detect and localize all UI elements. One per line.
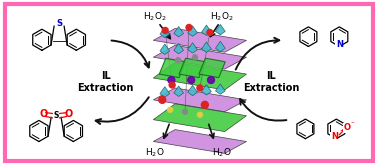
Polygon shape [153, 104, 246, 132]
Polygon shape [215, 41, 225, 52]
Circle shape [159, 96, 166, 103]
Polygon shape [153, 130, 246, 153]
Polygon shape [153, 28, 246, 52]
Polygon shape [153, 62, 246, 90]
Polygon shape [188, 85, 197, 96]
Polygon shape [201, 25, 211, 35]
Circle shape [176, 58, 181, 63]
Polygon shape [215, 24, 225, 35]
Polygon shape [174, 86, 184, 96]
Polygon shape [160, 87, 170, 97]
Polygon shape [160, 44, 170, 54]
Polygon shape [215, 84, 225, 94]
Circle shape [208, 77, 214, 83]
Text: S: S [53, 111, 59, 120]
Text: N: N [331, 132, 338, 141]
Text: N: N [336, 40, 343, 49]
Text: $\mathregular{H_2O}$: $\mathregular{H_2O}$ [212, 146, 232, 159]
Polygon shape [153, 88, 246, 112]
Circle shape [197, 85, 203, 91]
Circle shape [207, 29, 213, 35]
Circle shape [186, 24, 192, 30]
Polygon shape [201, 85, 211, 95]
Polygon shape [153, 45, 246, 69]
Polygon shape [159, 58, 186, 78]
Circle shape [201, 101, 208, 108]
Circle shape [183, 109, 187, 114]
Polygon shape [188, 43, 197, 53]
Circle shape [169, 82, 175, 88]
Polygon shape [179, 58, 206, 78]
Text: O: O [344, 123, 351, 132]
Text: ⁻: ⁻ [350, 121, 354, 127]
Circle shape [168, 107, 173, 112]
Text: IL
Extraction: IL Extraction [77, 71, 134, 93]
Text: S: S [56, 19, 62, 28]
Text: $\mathregular{H_2O}$: $\mathregular{H_2O}$ [146, 146, 165, 159]
Circle shape [168, 77, 175, 83]
Polygon shape [160, 27, 170, 38]
Text: $\mathregular{H_2O_2}$: $\mathregular{H_2O_2}$ [210, 10, 234, 23]
Circle shape [162, 27, 168, 33]
Polygon shape [174, 43, 184, 54]
Polygon shape [174, 27, 184, 37]
Polygon shape [199, 58, 225, 78]
Circle shape [188, 77, 195, 83]
Text: +: + [339, 128, 344, 133]
Text: IL
Extraction: IL Extraction [243, 71, 299, 93]
Text: O: O [65, 109, 73, 119]
Text: $\mathregular{H_2O_2}$: $\mathregular{H_2O_2}$ [143, 10, 167, 23]
Circle shape [192, 55, 197, 60]
Text: O: O [40, 109, 48, 119]
Polygon shape [201, 42, 211, 52]
Polygon shape [188, 26, 197, 36]
Circle shape [197, 112, 202, 117]
